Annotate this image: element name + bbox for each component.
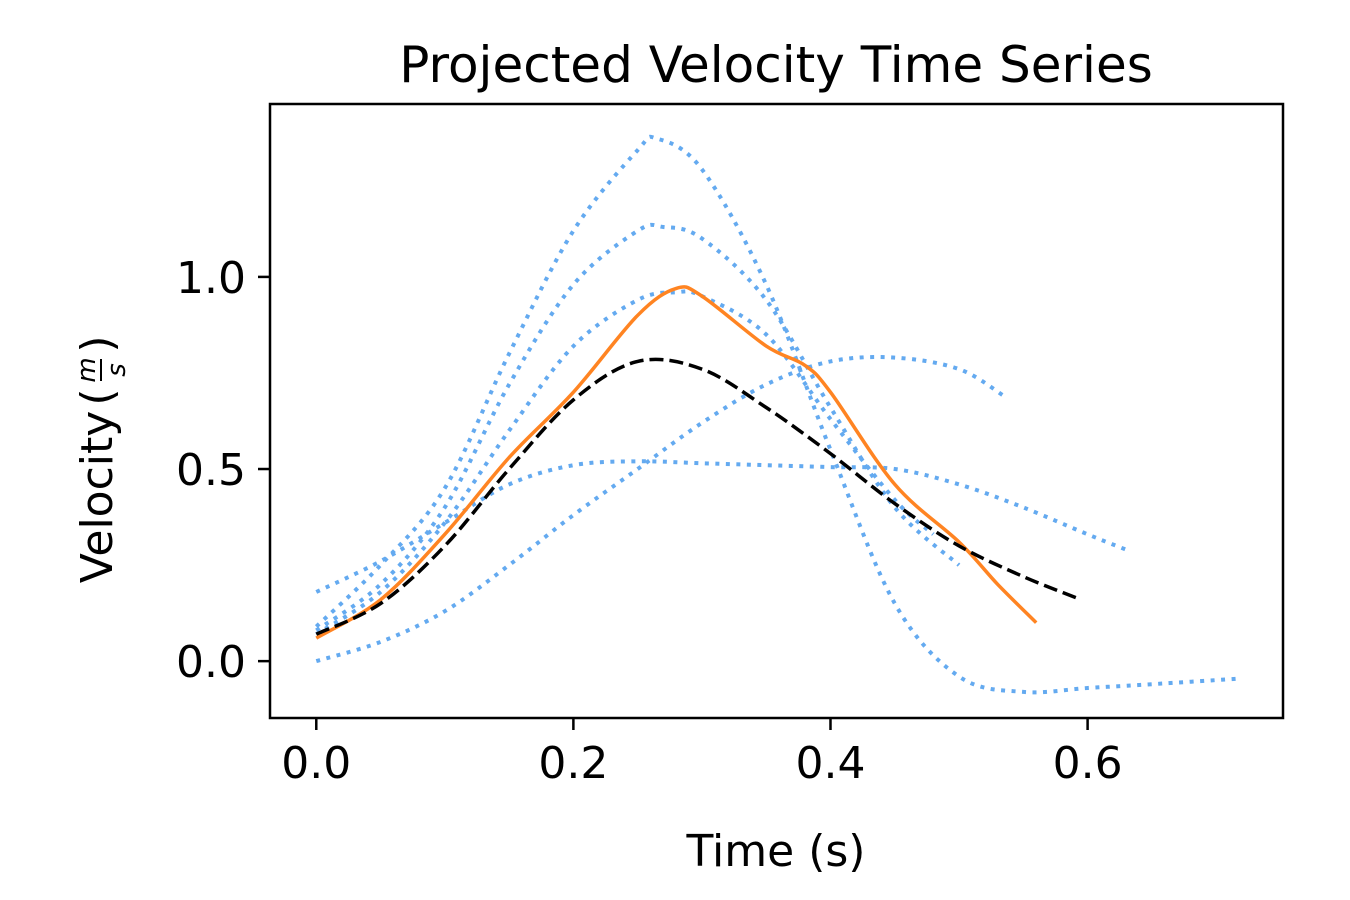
series-line-mean bbox=[315, 357, 1082, 636]
y-tick-label: 0.5 bbox=[176, 445, 246, 496]
plot-frame bbox=[268, 102, 1285, 720]
y-axis: 0.0 0.5 1.0 bbox=[176, 253, 270, 688]
y-axis-label-close-paren: ) bbox=[72, 335, 123, 352]
y-axis-unit-numerator: m bbox=[72, 357, 102, 382]
x-tick-label: 0.4 bbox=[796, 738, 866, 789]
series-line-trial-1 bbox=[314, 134, 1243, 695]
y-axis-label-text: Velocity bbox=[72, 411, 123, 584]
y-axis-label: Velocity ( m s ) bbox=[72, 335, 132, 583]
x-axis: 0.0 0.2 0.4 0.6 bbox=[281, 718, 1123, 789]
y-axis-unit-denominator: s bbox=[102, 363, 132, 377]
series-line-trial-5 bbox=[315, 355, 1006, 664]
x-tick-label: 0.0 bbox=[281, 738, 351, 789]
y-tick-label: 0.0 bbox=[176, 637, 246, 688]
y-axis-label-open-paren: ( bbox=[72, 388, 123, 405]
y-tick-label: 1.0 bbox=[176, 253, 246, 304]
chart-title: Projected Velocity Time Series bbox=[399, 36, 1153, 94]
x-tick-label: 0.2 bbox=[538, 738, 608, 789]
x-tick-label: 0.6 bbox=[1053, 738, 1123, 789]
series-layer bbox=[314, 134, 1243, 695]
series-line-trial-3 bbox=[315, 289, 935, 636]
x-axis-label: Time (s) bbox=[686, 826, 866, 877]
series-line-measured bbox=[315, 285, 1038, 640]
series-line-trial-4 bbox=[315, 459, 1127, 594]
